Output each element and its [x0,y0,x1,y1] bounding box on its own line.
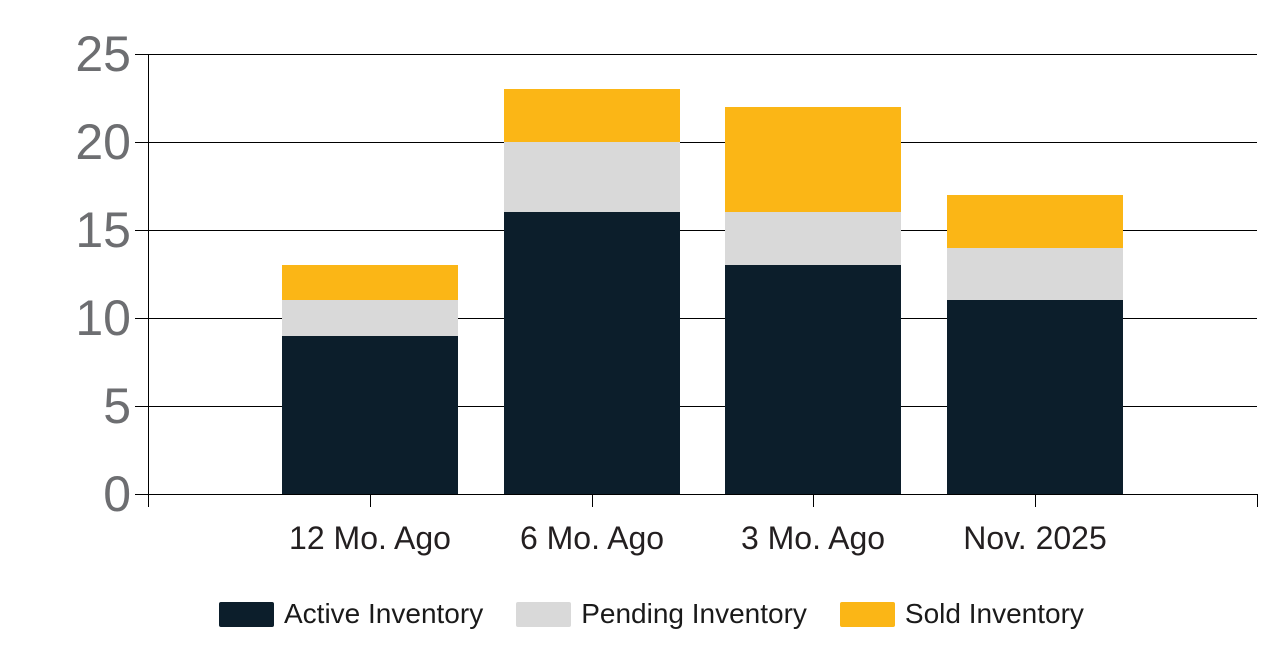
y-axis-label: 10 [75,290,131,346]
y-axis-tick [135,54,148,56]
legend-label: Sold Inventory [904,598,1084,629]
x-axis-tick [1035,494,1037,507]
gridline [148,406,1257,408]
y-axis-label: 25 [75,26,131,82]
legend-item: Active Inventory [219,598,483,630]
x-axis-label: 12 Mo. Ago [289,520,451,556]
x-axis-label: 6 Mo. Ago [519,520,665,556]
x-axis-tick [592,494,594,507]
bar-segment [504,142,680,212]
bar-segment [725,212,901,265]
legend-swatch [516,601,572,627]
x-axis-tick [813,494,815,507]
gridline [148,142,1257,144]
gridline [148,54,1257,56]
y-axis-label: 15 [75,202,131,258]
bar-segment [282,300,458,336]
x-axis-label: 3 Mo. Ago [740,520,886,556]
y-axis-label: 0 [103,466,131,522]
bar-segment [725,265,901,494]
y-axis-tick [135,318,148,320]
y-axis-tick [135,230,148,232]
chart-legend: Active Inventory Pending Inventory Sold In… [219,598,1084,630]
y-axis-label: 20 [75,114,131,170]
y-axis-tick [135,406,148,408]
legend-item: Sold Inventory [839,598,1084,630]
gridline [148,230,1257,232]
legend-swatch [839,601,895,627]
x-axis-line [148,494,1257,496]
bar-segment [504,89,680,142]
x-axis-tick [1257,494,1259,507]
bar-segment [282,336,458,494]
legend-label: Active Inventory [284,598,484,629]
y-axis-label: 5 [103,378,131,434]
bar-segment [947,300,1123,494]
legend-item: Pending Inventory [516,598,807,630]
bar-segment [947,248,1123,300]
legend-swatch [219,601,274,627]
y-axis-line [148,54,150,507]
legend-label: Pending Inventory [581,598,807,629]
x-axis-label: Nov. 2025 [963,520,1107,556]
x-axis-tick [370,494,372,507]
bar-segment [504,212,680,494]
y-axis-tick [135,142,148,144]
bar-segment [282,265,458,300]
gridline [148,318,1257,320]
y-axis-tick [135,494,148,496]
bar-segment [947,195,1123,248]
bar-segment [725,107,901,212]
